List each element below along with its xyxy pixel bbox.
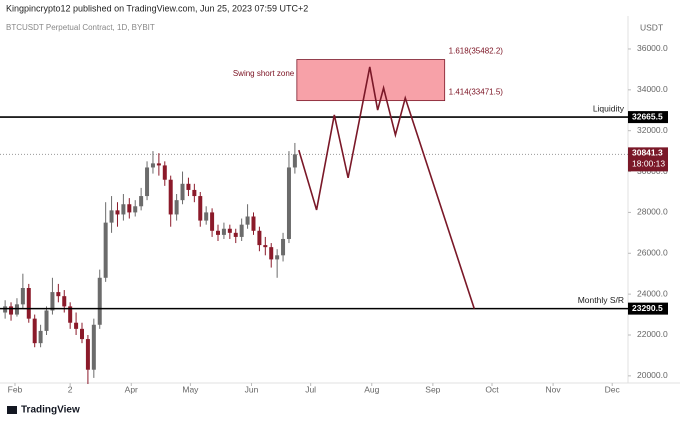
- x-tick-label: Nov: [546, 384, 562, 394]
- last-price-tag: [628, 147, 668, 172]
- candle-body: [85, 339, 90, 370]
- header: Kingpincrypto12 published on TradingView…: [6, 3, 308, 13]
- candle-body: [74, 322, 79, 329]
- zone-label: Swing short zone: [233, 69, 295, 78]
- candle-body: [109, 210, 114, 223]
- candle-body: [20, 288, 25, 305]
- candle-body: [56, 292, 61, 297]
- x-tick-label: Jul: [305, 384, 316, 394]
- candle-body: [145, 167, 150, 197]
- candle-body: [139, 196, 144, 207]
- x-tick-label: Jun: [245, 384, 259, 394]
- fib-upper-label: 1.618(35482.2): [449, 47, 504, 56]
- candle-body: [239, 224, 244, 237]
- logo-text: TradingView: [21, 405, 80, 416]
- last-price-text: 30841.3: [632, 148, 663, 158]
- footer-logo: TradingView: [7, 405, 80, 416]
- symbol-info: BTCUSDT Perpetual Contract, 1D, BYBIT: [6, 23, 155, 32]
- countdown-text: 18:00:13: [632, 159, 665, 169]
- level-tag: [628, 111, 668, 124]
- fib-lower-label: 1.414(33471.5): [449, 88, 504, 97]
- candle-body: [26, 288, 31, 319]
- candle-body: [91, 324, 96, 370]
- candle-body: [257, 230, 262, 246]
- candle-body: [32, 318, 37, 344]
- level-tag-text: 32665.5: [632, 111, 663, 121]
- candle-body: [103, 222, 108, 278]
- y-tick-label: 26000.0: [637, 248, 668, 258]
- candle-body: [186, 183, 191, 190]
- currency-label: USDT: [640, 22, 663, 32]
- candle-body: [216, 230, 221, 235]
- candle-body: [115, 210, 120, 215]
- candle-body: [168, 179, 173, 215]
- level-label: Liquidity: [593, 103, 625, 113]
- candle-body: [227, 228, 232, 233]
- y-tick-label: 34000.0: [637, 84, 668, 94]
- y-tick-label: 36000.0: [637, 43, 668, 53]
- level-tag: [628, 302, 668, 315]
- candle-body: [192, 189, 197, 197]
- candle-body: [50, 292, 55, 311]
- logo-icon: [7, 406, 17, 414]
- candle-body: [245, 216, 250, 225]
- x-tick-label: Feb: [8, 384, 23, 394]
- x-tick-label: Aug: [364, 384, 379, 394]
- candle-body: [251, 216, 256, 231]
- y-tick-label: 32000.0: [637, 125, 668, 135]
- candle-body: [210, 212, 215, 231]
- candle-body: [269, 247, 274, 260]
- candle-body: [3, 306, 8, 313]
- candle-body: [79, 328, 84, 340]
- candle-body: [68, 306, 73, 323]
- candle-body: [162, 165, 167, 180]
- candle-body: [275, 255, 280, 260]
- candle-body: [9, 306, 14, 315]
- candle-body: [127, 204, 132, 213]
- candle-body: [221, 228, 226, 235]
- y-tick-label: 24000.0: [637, 288, 668, 298]
- candle-body: [38, 330, 43, 344]
- x-tick-label: Sep: [425, 384, 440, 394]
- candle-body: [44, 310, 49, 331]
- candle-body: [150, 163, 155, 168]
- candle-body: [198, 196, 203, 221]
- candle-body: [133, 206, 138, 213]
- candle-body: [233, 232, 238, 237]
- x-tick-label: Dec: [605, 384, 621, 394]
- candle-body: [204, 212, 209, 221]
- x-tick-label: Apr: [125, 384, 138, 394]
- candle-body: [292, 154, 297, 168]
- projection-path: [298, 66, 476, 309]
- candle-body: [174, 200, 179, 215]
- level-tag-text: 23290.5: [632, 303, 663, 313]
- candle-body: [281, 238, 286, 256]
- y-tick-label: 20000.0: [637, 370, 668, 380]
- y-tick-label: 28000.0: [637, 207, 668, 217]
- candle-body: [180, 183, 185, 201]
- x-tick-label: May: [182, 384, 199, 394]
- candle-body: [14, 304, 19, 315]
- candle-body: [263, 245, 268, 248]
- candle-body: [286, 167, 291, 239]
- x-tick-label: Oct: [485, 384, 499, 394]
- x-tick-label: 2: [68, 384, 73, 394]
- candle-body: [97, 277, 102, 325]
- candle-body: [62, 296, 67, 307]
- level-label: Monthly S/R: [578, 295, 624, 305]
- short-zone: [296, 59, 446, 102]
- candle-body: [156, 163, 161, 166]
- y-tick-label: 22000.0: [637, 329, 668, 339]
- candle-body: [121, 204, 126, 215]
